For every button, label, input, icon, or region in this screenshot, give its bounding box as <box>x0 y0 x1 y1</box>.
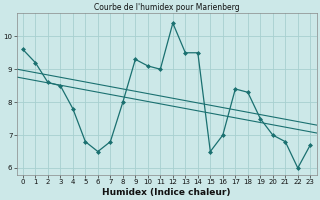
Title: Courbe de l'humidex pour Marienberg: Courbe de l'humidex pour Marienberg <box>94 3 239 12</box>
X-axis label: Humidex (Indice chaleur): Humidex (Indice chaleur) <box>102 188 231 197</box>
